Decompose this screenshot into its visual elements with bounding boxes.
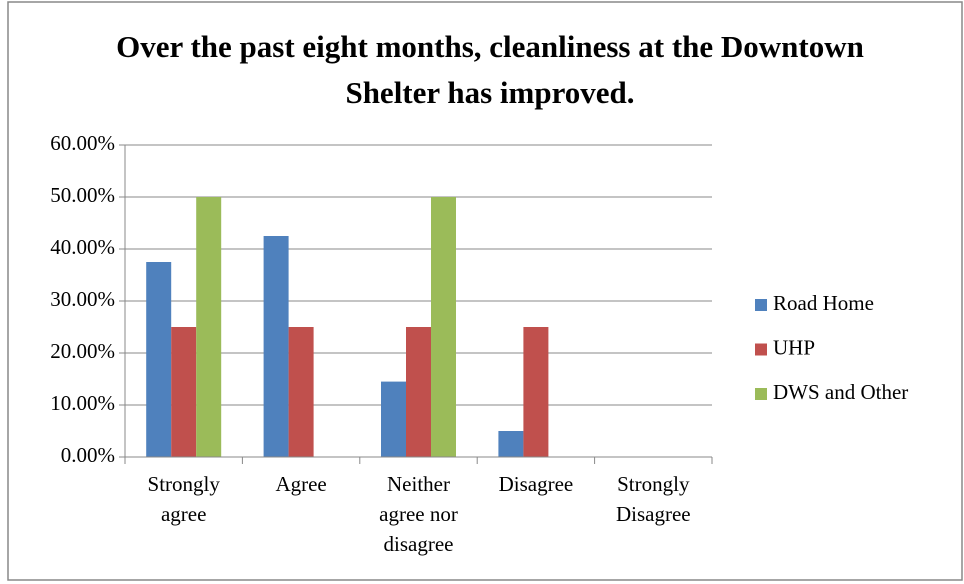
x-tick-label: Disagree: [499, 472, 574, 496]
x-tick-label: Neither agree nor disagree: [379, 472, 458, 556]
bar: [523, 327, 549, 457]
bar: [498, 431, 524, 457]
bar: [196, 197, 222, 457]
bar: [288, 327, 314, 457]
x-tick-label: Strongly Disagree: [616, 472, 691, 526]
y-tick-label: 60.00%: [50, 131, 115, 155]
y-tick-label: 50.00%: [50, 183, 115, 207]
x-tick-label: Strongly agree: [148, 472, 221, 526]
bar: [431, 197, 456, 457]
legend-swatch: [755, 299, 767, 311]
bar: [406, 327, 431, 457]
bar: [263, 236, 289, 457]
y-tick-label: 0.00%: [61, 443, 115, 467]
chart-title: Over the past eight months, cleanliness …: [116, 29, 864, 110]
legend-label: DWS and Other: [773, 380, 908, 404]
legend-label: UHP: [773, 335, 815, 359]
y-tick-label: 30.00%: [50, 287, 115, 311]
bar: [146, 262, 172, 457]
legend-swatch: [755, 343, 767, 356]
y-tick-label: 20.00%: [50, 339, 115, 363]
bar: [171, 327, 197, 457]
y-tick-label: 40.00%: [50, 235, 115, 259]
x-tick-label: Agree: [275, 472, 326, 496]
legend-swatch: [755, 388, 767, 400]
legend-label: Road Home: [773, 291, 874, 315]
y-tick-label: 10.00%: [50, 391, 115, 415]
bar: [381, 381, 406, 457]
